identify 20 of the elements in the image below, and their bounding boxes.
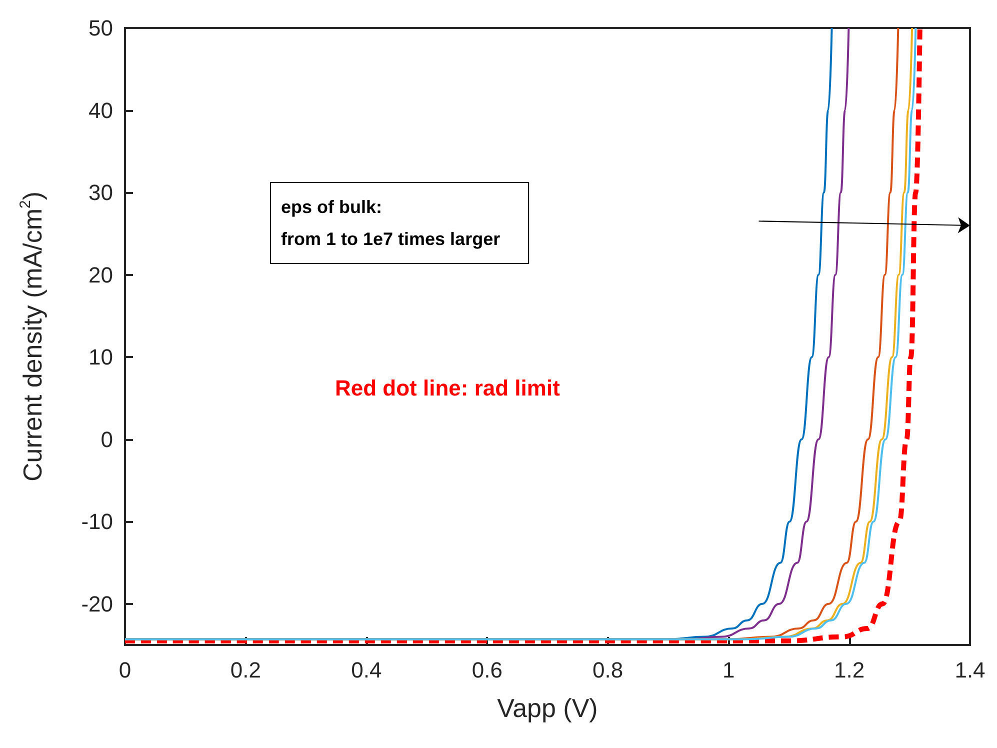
y-tick-label: -20 (81, 591, 113, 616)
x-tick-label: 1.4 (954, 658, 986, 682)
x-tick-label: 0.6 (472, 658, 502, 682)
x-tick-label: 0.2 (230, 658, 262, 682)
x-axis-title: Vapp (V) (497, 693, 598, 723)
y-tick-label: 30 (88, 180, 113, 206)
x-tick-label: 1 (722, 658, 735, 682)
y-axis-title: Current density (mA/cm2) (17, 191, 48, 482)
y-tick-label: 20 (88, 262, 113, 288)
y-tick-label: 40 (88, 98, 113, 123)
annotation: Red dot line: rad limit (335, 376, 561, 400)
y-tick-label: 50 (88, 16, 113, 40)
y-tick-label: 10 (88, 344, 113, 370)
x-tick-label: 0.4 (351, 658, 382, 682)
y-tick-label: 0 (100, 426, 113, 452)
x-tick-label: 1.2 (834, 658, 865, 682)
x-tick-label: 0.8 (592, 658, 624, 682)
annotation: eps of bulk: from 1 to 1e7 times larger (281, 197, 500, 249)
x-tick-label: 0 (118, 658, 132, 682)
y-tick-label: -10 (81, 509, 113, 534)
